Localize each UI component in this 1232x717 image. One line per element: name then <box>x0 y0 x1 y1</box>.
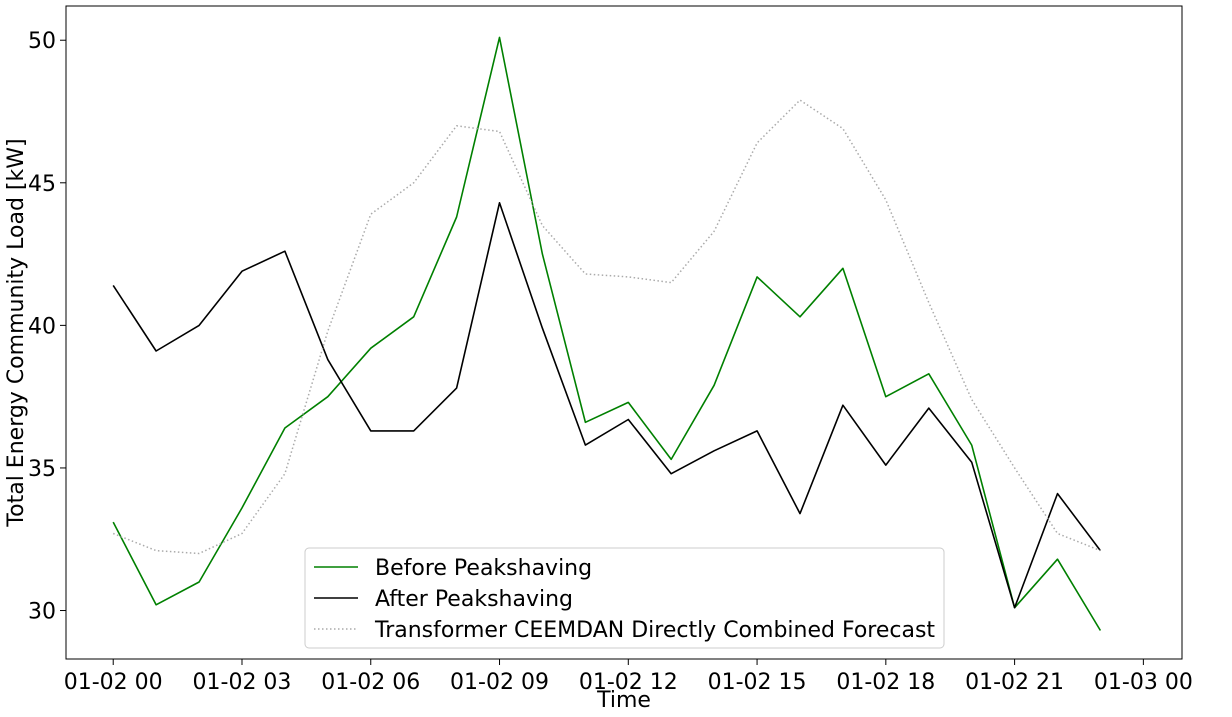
series-layer <box>112 36 1102 631</box>
y-axis: 30 35 40 45 50 <box>28 29 66 625</box>
series-line-0 <box>112 36 1102 631</box>
x-tick-label: 01-02 06 <box>321 670 420 695</box>
y-tick-label: 35 <box>28 457 56 482</box>
y-tick-label: 50 <box>28 29 56 54</box>
series-line-1 <box>112 202 1102 609</box>
y-tick-label: 30 <box>28 600 56 625</box>
plot-frame <box>65 5 1183 660</box>
series-line-2 <box>112 99 1101 555</box>
y-tick-label: 45 <box>28 172 56 197</box>
x-tick-label: 01-02 15 <box>708 670 807 695</box>
legend-label: After Peakshaving <box>375 587 573 612</box>
x-tick-label: 01-02 18 <box>836 670 935 695</box>
x-tick-label: 01-02 12 <box>579 670 678 695</box>
legend-label: Transformer CEEMDAN Directly Combined Fo… <box>374 618 935 643</box>
x-tick-label: 01-02 21 <box>965 670 1064 695</box>
y-axis-title: Total Energy Community Load [kW] <box>4 138 29 527</box>
legend-label: Before Peakshaving <box>375 556 592 581</box>
legend-box <box>304 547 945 649</box>
x-tick-label: 01-02 00 <box>64 670 163 695</box>
x-tick-label: 01-02 09 <box>450 670 549 695</box>
y-tick-label: 40 <box>28 314 56 339</box>
x-axis-title: Time <box>596 688 651 713</box>
legend: Before Peakshaving After Peakshaving Trans… <box>304 547 945 649</box>
x-tick-label: 01-02 03 <box>193 670 292 695</box>
x-tick-label: 01-03 00 <box>1094 670 1193 695</box>
x-axis: 01-02 00 01-02 03 01-02 06 01-02 09 01-02 12… <box>64 659 1193 695</box>
